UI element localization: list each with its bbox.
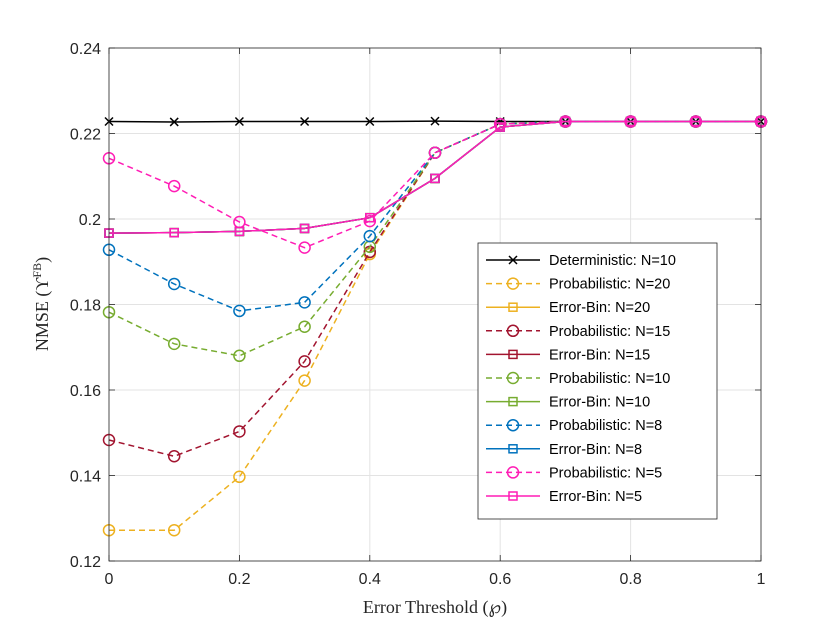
- data-point: [298, 374, 311, 387]
- legend-entry: Probabilistic: N=10: [486, 371, 670, 387]
- y-axis-label: NMSE (ϒFB): [30, 257, 53, 351]
- data-point: [430, 173, 440, 184]
- data-point: [169, 117, 179, 127]
- data-point: [167, 277, 181, 291]
- legend-marker: [508, 491, 518, 501]
- legend-label: Error-Bin: N=20: [549, 300, 650, 316]
- legend: Deterministic: N=10 Probabilistic: N=20 Er…: [477, 242, 718, 520]
- x-tick-label: 0: [105, 571, 114, 588]
- data-point: [233, 425, 246, 438]
- data-point: [234, 226, 245, 237]
- y-tick-label: 0.24: [70, 41, 101, 58]
- data-point: [167, 337, 181, 351]
- data-point: [167, 523, 181, 537]
- legend-entry: Probabilistic: N=5: [486, 465, 662, 481]
- legend-entry: Error-Bin: N=20: [486, 300, 650, 316]
- legend-marker: [506, 466, 520, 479]
- y-tick-label: 0.16: [70, 383, 101, 400]
- x-tick-label: 0.8: [619, 571, 641, 588]
- y-tick-label: 0.14: [70, 469, 101, 486]
- data-point: [691, 116, 701, 127]
- x-tick-label: 0.4: [359, 571, 381, 588]
- legend-entry: Error-Bin: N=8: [486, 442, 642, 458]
- x-tick-label: 0.2: [228, 571, 250, 588]
- legend-entry: Error-Bin: N=10: [486, 395, 650, 411]
- y-axis-label-sup: FB: [30, 263, 44, 278]
- data-point: [167, 179, 181, 193]
- data-point: [625, 116, 636, 127]
- legend-label: Probabilistic: N=5: [549, 465, 662, 481]
- data-point: [233, 304, 246, 318]
- y-axis-label-main: NMSE (ϒ: [32, 277, 53, 352]
- x-tick-label: 1: [757, 571, 766, 588]
- tick-labels: 0 0.2 0.4 0.6 0.8 1 0.12 0.14 0.16 0.18 0.2 0.22 0.2…: [70, 41, 766, 588]
- data-point: [300, 116, 310, 127]
- x-axis-label: Error Threshold (℘): [363, 597, 507, 618]
- data-point: [363, 214, 377, 228]
- legend-marker: [508, 255, 518, 265]
- legend-marker: [508, 396, 518, 407]
- legend-marker: [506, 418, 520, 432]
- legend-label: Error-Bin: N=15: [549, 347, 650, 363]
- legend-entry: Error-Bin: N=5: [486, 489, 642, 505]
- legend-label: Error-Bin: N=8: [549, 442, 642, 458]
- legend-label: Probabilistic: N=8: [549, 418, 662, 434]
- legend-entry: Probabilistic: N=8: [486, 418, 662, 434]
- y-tick-label: 0.18: [70, 298, 101, 315]
- data-point: [233, 349, 246, 363]
- y-tick-label: 0.22: [70, 127, 101, 144]
- legend-marker: [506, 371, 520, 385]
- y-tick-label: 0.12: [70, 554, 101, 571]
- legend-label: Probabilistic: N=15: [549, 324, 670, 340]
- data-point: [560, 116, 571, 127]
- legend-label: Error-Bin: N=10: [549, 395, 650, 411]
- data-point: [430, 116, 440, 126]
- series-line: [108, 120, 761, 234]
- data-point: [169, 227, 179, 238]
- data-point: [167, 450, 181, 463]
- legend-entry: Probabilistic: N=15: [486, 324, 670, 340]
- legend-marker: [508, 444, 518, 454]
- legend-entry: Probabilistic: N=20: [486, 277, 670, 293]
- data-point: [233, 470, 246, 484]
- legend-entry: Error-Bin: N=15: [486, 347, 650, 363]
- data-point: [298, 320, 311, 333]
- legend-marker: [506, 277, 520, 290]
- data-point: [493, 117, 507, 131]
- data-point: [363, 229, 377, 243]
- data-point: [365, 212, 375, 223]
- ticks: [108, 47, 762, 562]
- data-point: [298, 241, 311, 254]
- legend-marker: [506, 324, 520, 338]
- data-point: [365, 116, 375, 127]
- data-point: [298, 355, 311, 368]
- data-point: [428, 146, 442, 159]
- legend-label: Deterministic: N=10: [549, 253, 676, 269]
- legend-marker: [508, 302, 518, 312]
- y-tick-label: 0.2: [79, 212, 101, 229]
- data-point: [234, 116, 244, 127]
- data-point: [298, 296, 311, 309]
- legend-label: Probabilistic: N=10: [549, 371, 670, 387]
- legend-marker: [508, 349, 518, 360]
- legend-entry: Deterministic: N=10: [486, 253, 676, 269]
- y-axis-label-close: ): [32, 257, 53, 263]
- legend-label: Probabilistic: N=20: [549, 277, 670, 293]
- data-point: [495, 122, 505, 132]
- x-tick-label: 0.6: [489, 571, 511, 588]
- series-10: [104, 116, 766, 238]
- data-point: [299, 223, 310, 234]
- legend-label: Error-Bin: N=5: [549, 489, 642, 505]
